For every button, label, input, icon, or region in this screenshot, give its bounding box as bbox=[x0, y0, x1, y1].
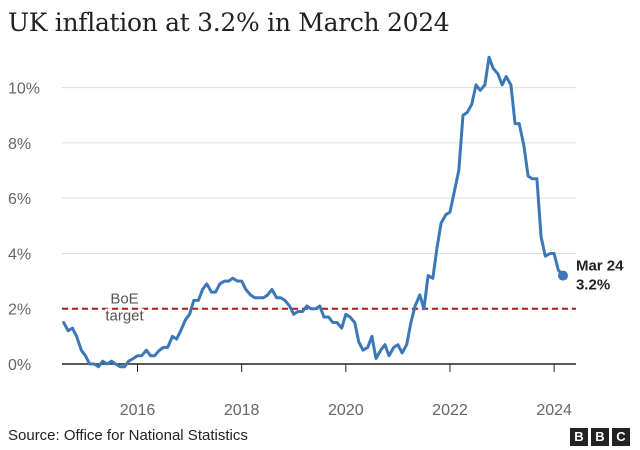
x-tick-label: 2022 bbox=[432, 402, 468, 419]
end-label: Mar 24 bbox=[576, 258, 624, 275]
logo-letter: C bbox=[612, 428, 630, 446]
y-tick-label: 6% bbox=[8, 191, 31, 208]
latest-point-marker bbox=[557, 270, 568, 281]
chart-title: UK inflation at 3.2% in March 2024 bbox=[8, 8, 450, 37]
x-tick-label: 2024 bbox=[536, 402, 572, 419]
y-tick-label: 8% bbox=[8, 136, 31, 153]
x-tick-label: 2018 bbox=[224, 402, 260, 419]
y-tick-label: 4% bbox=[8, 246, 31, 263]
logo-letter: B bbox=[570, 428, 588, 446]
bbc-logo: B B C bbox=[570, 428, 630, 446]
source-note: Source: Office for National Statistics bbox=[8, 427, 248, 444]
boe-target-label: target bbox=[105, 308, 144, 325]
x-tick-label: 2020 bbox=[328, 402, 364, 419]
series-group bbox=[62, 55, 568, 369]
y-axis-tick-labels: 0% 2% 4% 6% 8% 10% bbox=[8, 81, 40, 374]
x-axis-tick-labels: 2016 2018 2020 2022 2024 bbox=[120, 364, 572, 419]
line-chart: 0% 2% 4% 6% 8% 10% 2016 2018 2020 2022 2024 BoEta… bbox=[8, 55, 624, 419]
x-tick-label: 2016 bbox=[120, 402, 156, 419]
boe-target-label: BoE bbox=[110, 291, 138, 308]
cpi-series-line bbox=[62, 55, 565, 369]
y-tick-label: 0% bbox=[8, 357, 31, 374]
y-tick-label: 10% bbox=[8, 81, 40, 98]
end-label-group: Mar 24 3.2% bbox=[576, 258, 624, 294]
end-label: 3.2% bbox=[576, 277, 610, 294]
y-tick-label: 2% bbox=[8, 302, 31, 319]
logo-letter: B bbox=[591, 428, 609, 446]
